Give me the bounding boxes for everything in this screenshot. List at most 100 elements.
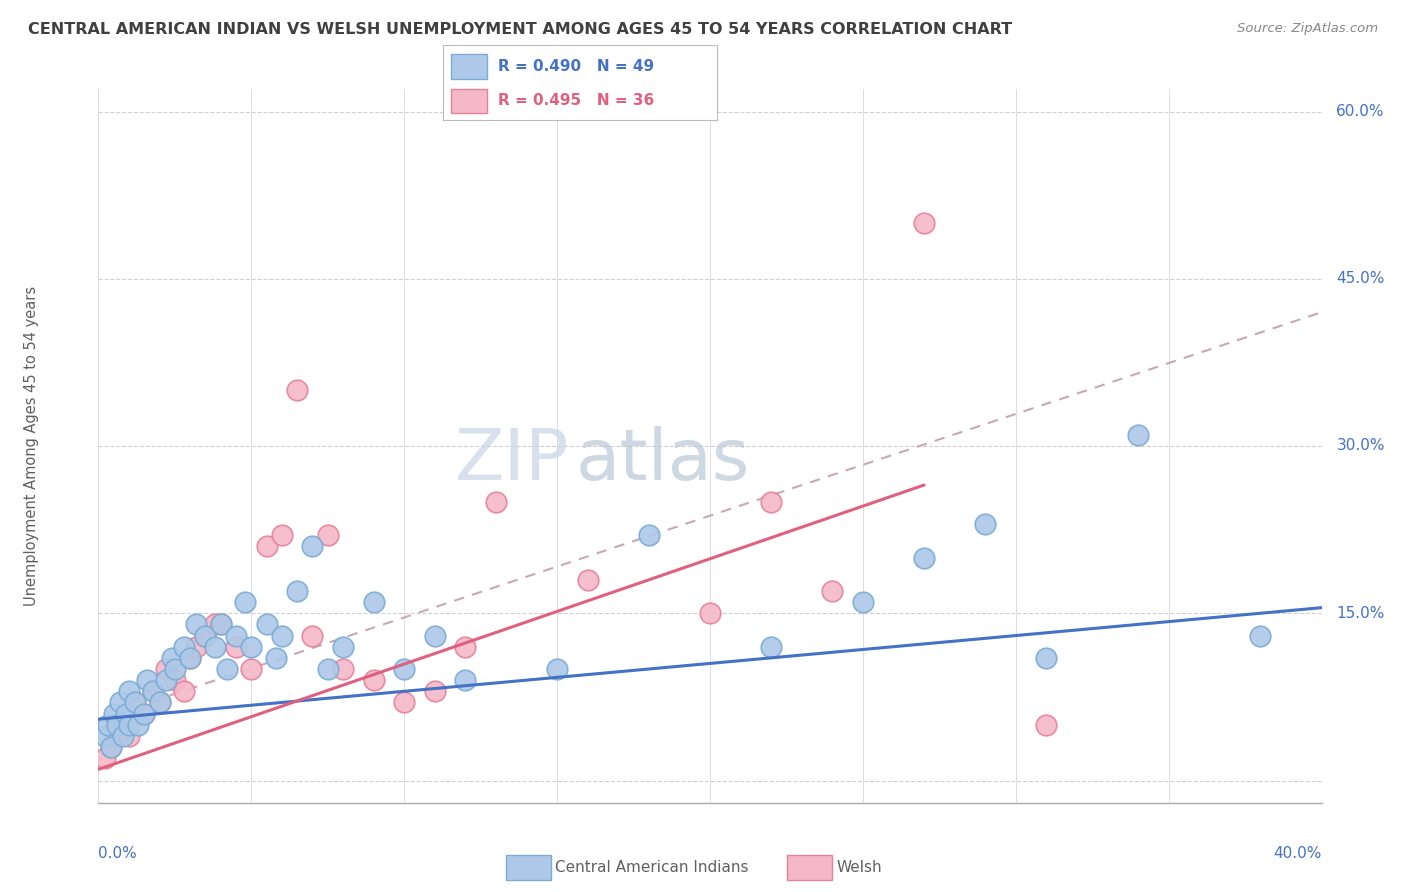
Point (179, 651, 201, 665)
Text: 45.0%: 45.0% (1336, 271, 1385, 286)
Point (173, 640, 195, 654)
Point (100, 740, 122, 755)
Point (285, 384, 308, 398)
Point (118, 684, 141, 698)
Point (270, 628, 292, 642)
Point (912, 216, 935, 230)
Point (423, 628, 446, 642)
Point (124, 696, 146, 710)
Point (821, 583, 844, 598)
Point (134, 706, 156, 721)
Text: 40.0%: 40.0% (1274, 846, 1322, 861)
Point (209, 617, 232, 632)
Point (111, 729, 134, 743)
Point (204, 640, 226, 654)
Point (332, 640, 354, 654)
Point (209, 617, 232, 632)
Text: 15.0%: 15.0% (1336, 606, 1385, 621)
Point (264, 651, 287, 665)
Point (179, 651, 201, 665)
Text: 30.0%: 30.0% (1336, 439, 1385, 453)
Point (136, 673, 159, 687)
Text: Unemployment Among Ages 45 to 54 years: Unemployment Among Ages 45 to 54 years (24, 286, 38, 606)
Point (332, 662, 354, 676)
Point (316, 528, 339, 542)
Text: 60.0%: 60.0% (1336, 104, 1385, 119)
Point (256, 539, 278, 553)
Point (974, 517, 997, 532)
Point (100, 740, 122, 755)
Point (127, 717, 149, 731)
Point (240, 640, 263, 654)
Point (118, 717, 141, 731)
Point (163, 662, 186, 676)
Point (111, 717, 134, 731)
Point (1249, 628, 1271, 642)
Text: ZIP: ZIP (456, 425, 569, 495)
Bar (451, 88, 486, 112)
Point (105, 717, 128, 731)
Point (454, 640, 477, 654)
Point (316, 662, 339, 676)
Point (108, 696, 131, 710)
Point (270, 528, 292, 542)
Text: CENTRAL AMERICAN INDIAN VS WELSH UNEMPLOYMENT AMONG AGES 45 TO 54 YEARS CORRELAT: CENTRAL AMERICAN INDIAN VS WELSH UNEMPLO… (28, 22, 1012, 37)
Point (392, 696, 416, 710)
Point (142, 684, 165, 698)
Point (1128, 428, 1150, 442)
Text: R = 0.495   N = 36: R = 0.495 N = 36 (498, 93, 654, 108)
Point (93, 729, 115, 743)
Text: Central American Indians: Central American Indians (555, 861, 749, 875)
Point (186, 640, 208, 654)
Point (240, 662, 263, 676)
Point (301, 539, 323, 553)
Point (256, 617, 278, 632)
Point (115, 706, 138, 721)
Point (142, 684, 165, 698)
Point (225, 640, 247, 654)
Point (454, 673, 477, 687)
Point (124, 696, 146, 710)
Point (485, 494, 508, 508)
Point (637, 528, 661, 542)
Point (155, 673, 177, 687)
Point (118, 729, 141, 743)
Point (173, 684, 195, 698)
Point (912, 550, 935, 565)
Point (134, 706, 156, 721)
Point (363, 595, 385, 609)
Point (103, 706, 125, 721)
Point (215, 662, 238, 676)
Point (105, 729, 128, 743)
Point (423, 684, 446, 698)
Point (301, 628, 323, 642)
Point (204, 617, 226, 632)
Point (699, 607, 721, 621)
Point (1035, 651, 1057, 665)
Point (759, 494, 782, 508)
Text: 0.0%: 0.0% (98, 846, 138, 861)
Point (852, 595, 875, 609)
Point (363, 673, 385, 687)
Point (186, 617, 208, 632)
Point (149, 696, 172, 710)
Point (160, 651, 183, 665)
Point (163, 673, 186, 687)
Text: atlas: atlas (575, 425, 749, 495)
Point (1035, 717, 1057, 731)
Point (576, 573, 599, 587)
Bar (451, 54, 486, 78)
Point (194, 628, 217, 642)
Text: Source: ZipAtlas.com: Source: ZipAtlas.com (1237, 22, 1378, 36)
Point (93, 751, 115, 765)
Point (759, 640, 782, 654)
Point (97, 717, 120, 731)
Point (225, 628, 247, 642)
Text: R = 0.490   N = 49: R = 0.490 N = 49 (498, 59, 654, 74)
Text: Welsh: Welsh (837, 861, 882, 875)
Point (194, 628, 217, 642)
Point (155, 662, 177, 676)
Point (546, 662, 568, 676)
Point (233, 595, 256, 609)
Point (285, 583, 308, 598)
